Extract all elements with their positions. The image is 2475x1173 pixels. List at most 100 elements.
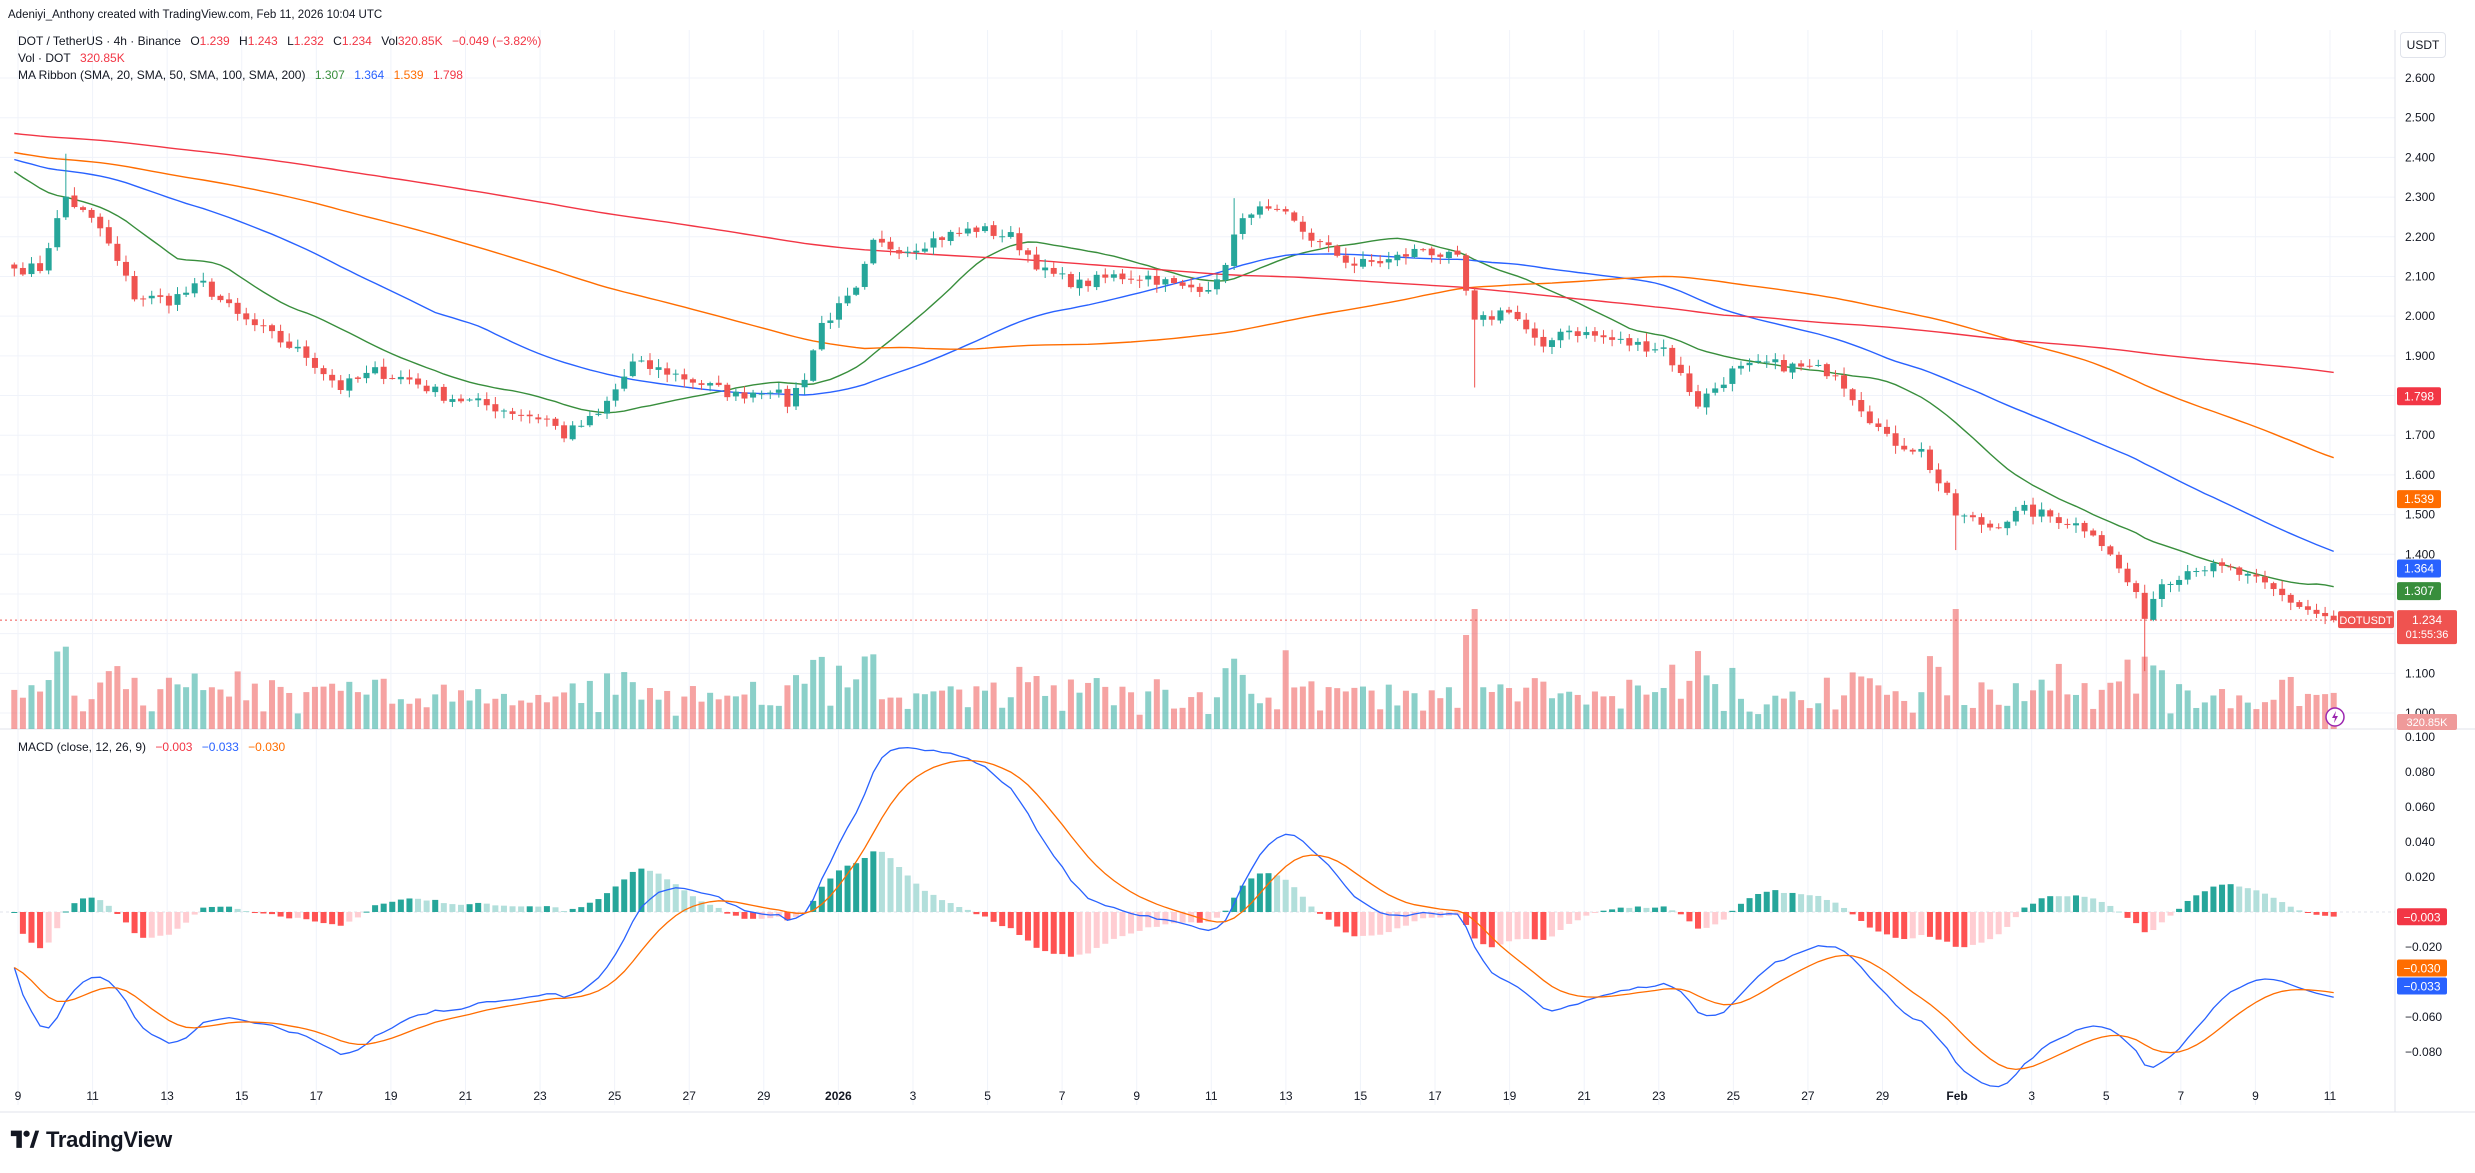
ma-title[interactable]: MA Ribbon (SMA, 20, SMA, 50, SMA, 100, S… <box>18 68 306 82</box>
macd-histogram-bar <box>2098 901 2105 912</box>
candle-body <box>1488 316 1495 320</box>
candle-body <box>2141 592 2148 619</box>
volume-bar <box>1497 684 1504 729</box>
price-badge <box>2397 582 2441 601</box>
volume-bar <box>2133 693 2140 729</box>
time-tick-label: 5 <box>984 1089 991 1103</box>
candle-body <box>990 225 997 236</box>
candle-body <box>1282 209 1289 212</box>
candle-body <box>337 380 344 391</box>
candle-body <box>1523 319 1530 330</box>
macd-histogram-bar <box>1016 912 1023 935</box>
candle-body <box>896 250 903 254</box>
macd-histogram-bar <box>389 901 396 912</box>
volume-bar <box>1686 680 1693 729</box>
volume-bar <box>1110 705 1117 729</box>
volume-bar <box>750 681 757 729</box>
macd-histogram-bar <box>1566 912 1573 924</box>
macd-tick-label: −0.020 <box>2405 940 2442 954</box>
macd-histogram-bar <box>1265 873 1272 912</box>
volume-bar <box>234 671 241 729</box>
time-tick-label: 9 <box>1133 1089 1140 1103</box>
volume-bar <box>526 702 533 729</box>
macd-histogram-bar <box>217 906 224 912</box>
macd-histogram-bar <box>1325 912 1332 920</box>
volume-bar <box>1909 712 1916 729</box>
symbol-title[interactable]: DOT / TetherUS · 4h · Binance <box>18 34 181 48</box>
volume-bar <box>1265 697 1272 729</box>
macd-histogram-bar <box>1050 912 1057 954</box>
candle-body <box>105 227 112 244</box>
macd-histogram-bar <box>62 911 69 913</box>
volume-bar <box>62 646 69 729</box>
macd-histogram-bar <box>157 912 164 936</box>
macd-badge <box>2397 977 2447 995</box>
time-tick-label: 25 <box>608 1089 622 1103</box>
volume-bar <box>2124 659 2131 729</box>
candle-body <box>234 302 241 314</box>
candle-body <box>1755 360 1762 362</box>
macd-histogram-bar <box>509 906 516 912</box>
volume-bar <box>1162 689 1169 729</box>
volume-bar <box>320 686 327 729</box>
candle-body <box>2210 563 2217 572</box>
candle-body <box>878 238 885 243</box>
time-tick-label: 2026 <box>825 1089 852 1103</box>
macd-histogram-bar <box>2304 912 2311 913</box>
volume-bar <box>1334 688 1341 729</box>
candle-body <box>449 399 456 402</box>
candle-body <box>621 376 628 389</box>
time-tick-label: 29 <box>757 1089 771 1103</box>
volume-bar <box>1471 609 1478 729</box>
volume-bar <box>1222 668 1229 729</box>
macd-histogram-bar <box>681 890 688 912</box>
macd-histogram-bar <box>2227 884 2234 912</box>
volume-bar <box>2287 676 2294 729</box>
candle-body <box>1291 212 1298 221</box>
candle-body <box>2055 517 2062 524</box>
time-tick-label: 23 <box>533 1089 547 1103</box>
macd-histogram-bar <box>2167 912 2174 916</box>
macd-histogram-bar <box>1110 912 1117 939</box>
volume-bar <box>200 690 207 729</box>
macd-signal-value: −0.030 <box>248 740 286 754</box>
macd-title[interactable]: MACD (close, 12, 26, 9) <box>18 740 147 754</box>
candle-body <box>1514 311 1521 320</box>
macd-histogram-bar <box>97 900 104 912</box>
volume-bar <box>2193 707 2200 729</box>
volume-bar <box>724 695 731 729</box>
candle-body <box>1239 218 1246 234</box>
tradingview-logo[interactable]: TradingView <box>10 1127 172 1153</box>
volume-bar <box>2201 702 2208 729</box>
volume-bar <box>1402 690 1409 729</box>
low-label: L <box>287 34 294 48</box>
volume-bar <box>1763 704 1770 729</box>
volume-bar <box>1248 693 1255 729</box>
macd-histogram-bar <box>2012 912 2019 918</box>
candle-body <box>2064 523 2071 525</box>
candle-body <box>165 295 172 306</box>
candle-body <box>1660 347 1667 349</box>
macd-histogram-bar <box>1067 912 1074 957</box>
macd-histogram-bar <box>1428 912 1435 918</box>
macd-histogram-bar <box>1248 878 1255 912</box>
candle-body <box>37 263 44 272</box>
macd-histogram-bar <box>595 899 602 912</box>
candle-body <box>1823 364 1830 377</box>
macd-histogram-bar <box>449 904 456 912</box>
macd-histogram-bar <box>2253 890 2260 912</box>
volume-bar <box>921 694 928 729</box>
candle-body <box>1548 340 1555 347</box>
volume-bar <box>535 694 542 729</box>
volume-bar <box>1712 684 1719 729</box>
volume-title[interactable]: Vol · DOT <box>18 51 71 65</box>
candle-body <box>1231 234 1238 266</box>
macd-histogram-bar <box>1334 912 1341 927</box>
candle-body <box>1961 515 1968 517</box>
volume-bar <box>1454 707 1461 729</box>
volume-bar <box>1901 700 1908 729</box>
volume-bar <box>1188 697 1195 729</box>
candle-body <box>1926 449 1933 470</box>
currency-button[interactable]: USDT <box>2400 32 2446 58</box>
